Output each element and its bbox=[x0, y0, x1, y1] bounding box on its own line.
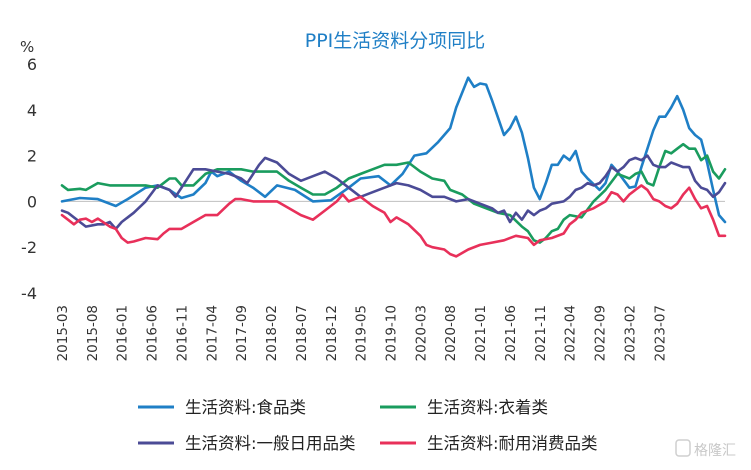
x-tick-label: 2020-03 bbox=[413, 305, 429, 361]
x-tick-label: 2016-11 bbox=[174, 305, 190, 361]
x-tick-label: 2016-06 bbox=[145, 305, 161, 361]
series-line-3 bbox=[60, 154, 727, 231]
series-line-2 bbox=[60, 142, 727, 244]
watermark: 格隆汇 bbox=[675, 439, 736, 459]
x-tick-label: 2021-01 bbox=[473, 305, 489, 361]
chart-title: PPI生活资料分项同比 bbox=[305, 30, 486, 52]
x-axis-ticks: 2015-03 2015-08 2016-01 2016-06 2016-11 2017-… bbox=[55, 305, 668, 361]
legend-label: 生活资料:耐用消费品类 bbox=[427, 434, 598, 453]
series-line-1 bbox=[60, 76, 727, 224]
watermark-logo-icon bbox=[675, 439, 691, 457]
x-tick-label: 2015-03 bbox=[55, 305, 71, 361]
y-tick-label: -2 bbox=[21, 238, 37, 257]
x-tick-label: 2018-02 bbox=[264, 305, 280, 361]
x-tick-label: 2021-06 bbox=[503, 305, 519, 361]
x-tick-label: 2023-07 bbox=[652, 305, 668, 361]
y-tick-label: 4 bbox=[27, 101, 37, 120]
y-tick-label: 6 bbox=[27, 55, 37, 74]
x-tick-label: 2019-10 bbox=[384, 305, 400, 361]
x-tick-label: 2018-12 bbox=[324, 305, 340, 361]
x-tick-label: 2022-09 bbox=[593, 305, 609, 361]
series-line-4 bbox=[60, 184, 727, 258]
x-tick-label: 2022-04 bbox=[563, 305, 579, 361]
y-tick-label: 0 bbox=[27, 192, 37, 211]
x-tick-label: 2021-11 bbox=[533, 305, 549, 361]
legend-label: 生活资料:衣着类 bbox=[427, 398, 548, 417]
y-axis-unit-label: % bbox=[20, 38, 34, 56]
y-tick-label: -4 bbox=[21, 284, 37, 303]
x-tick-label: 2019-05 bbox=[354, 305, 370, 361]
series-layer bbox=[60, 76, 727, 258]
x-tick-label: 2020-08 bbox=[443, 305, 459, 361]
x-tick-label: 2023-02 bbox=[622, 305, 638, 361]
watermark-text: 格隆汇 bbox=[694, 443, 736, 459]
y-axis-ticks: -4 -2 0 2 4 6 bbox=[21, 55, 37, 303]
x-tick-label: 2015-08 bbox=[85, 305, 101, 361]
x-tick-label: 2017-09 bbox=[234, 305, 250, 361]
y-tick-label: 2 bbox=[27, 147, 37, 166]
x-tick-label: 2017-04 bbox=[204, 305, 220, 361]
legend-label: 生活资料:一般日用品类 bbox=[185, 434, 356, 453]
x-tick-label: 2016-01 bbox=[115, 305, 131, 361]
x-tick-label: 2018-07 bbox=[294, 305, 310, 361]
legend-label: 生活资料:食品类 bbox=[185, 398, 306, 417]
